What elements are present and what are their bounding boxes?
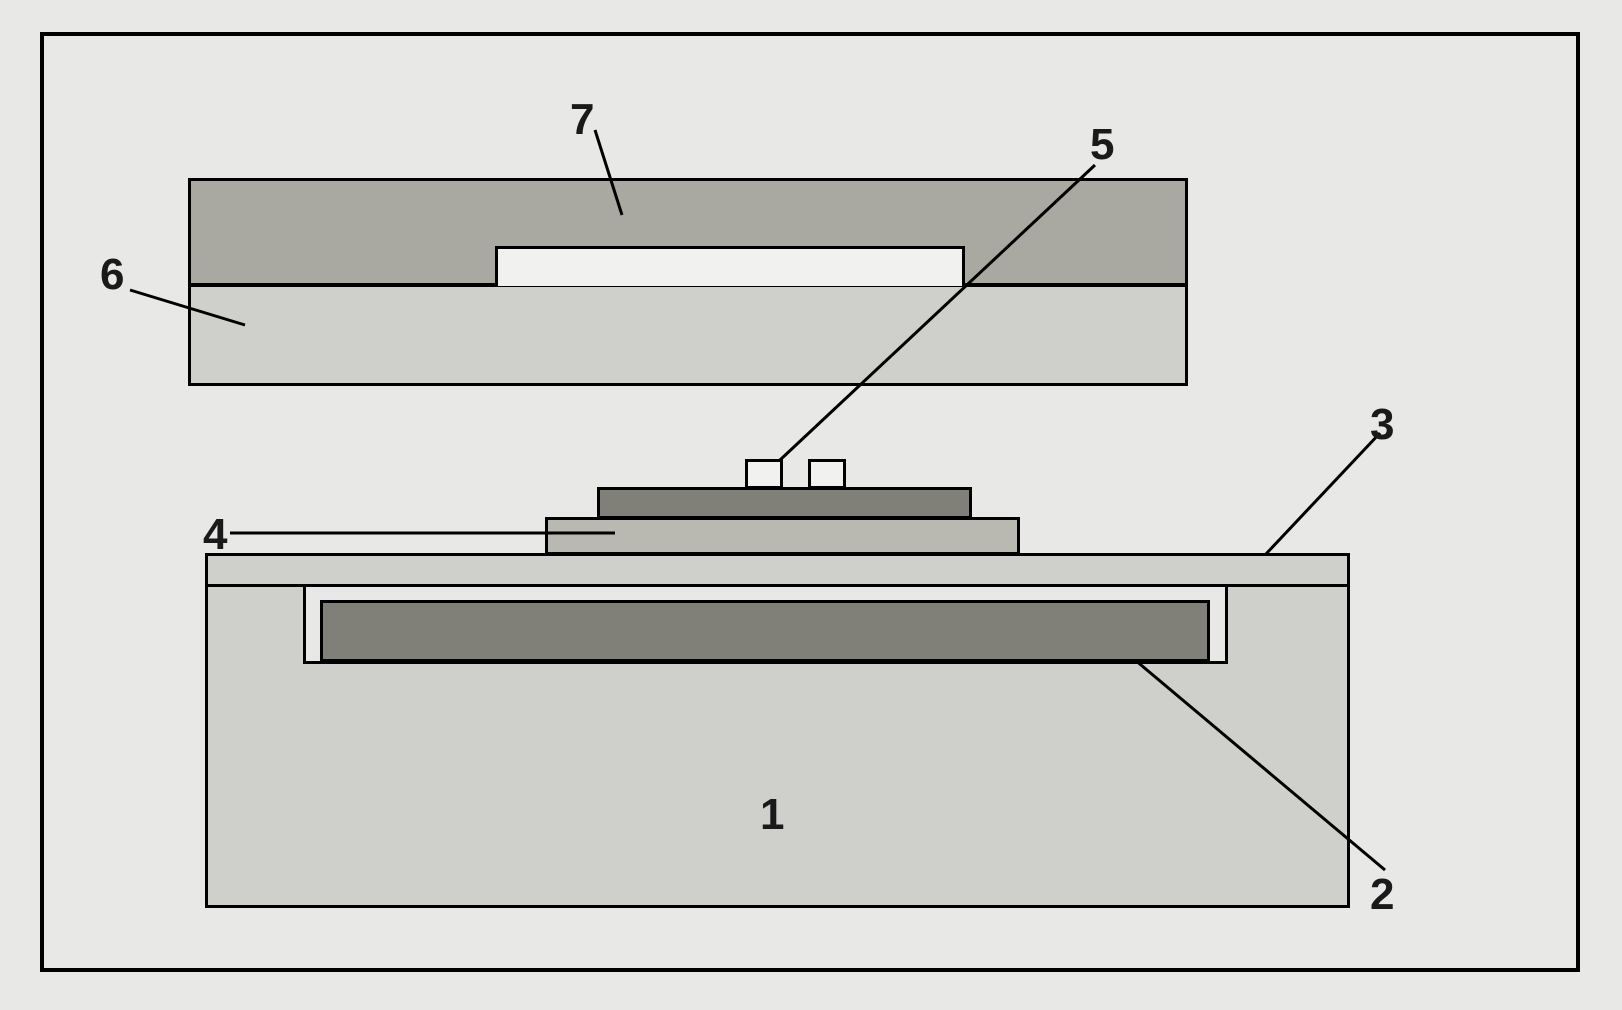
recess-bottom xyxy=(303,661,1228,664)
label-1: 1 xyxy=(760,790,784,840)
recess-left-wall xyxy=(303,581,306,661)
label-7: 7 xyxy=(570,95,594,145)
block-7-cutout xyxy=(495,246,965,286)
label-5: 5 xyxy=(1090,120,1114,170)
strip-3 xyxy=(205,553,1350,587)
label-2: 2 xyxy=(1370,870,1394,920)
block-6-lower xyxy=(188,284,1188,386)
label-3: 3 xyxy=(1370,400,1394,450)
tab-5-left xyxy=(745,459,783,489)
recess-right-wall xyxy=(1225,581,1228,661)
label-4: 4 xyxy=(203,510,227,560)
label-6: 6 xyxy=(100,250,124,300)
step-4-lower xyxy=(545,517,1020,555)
block-2-insert xyxy=(320,600,1210,662)
tab-5-right xyxy=(808,459,846,489)
step-4-upper xyxy=(597,487,972,519)
